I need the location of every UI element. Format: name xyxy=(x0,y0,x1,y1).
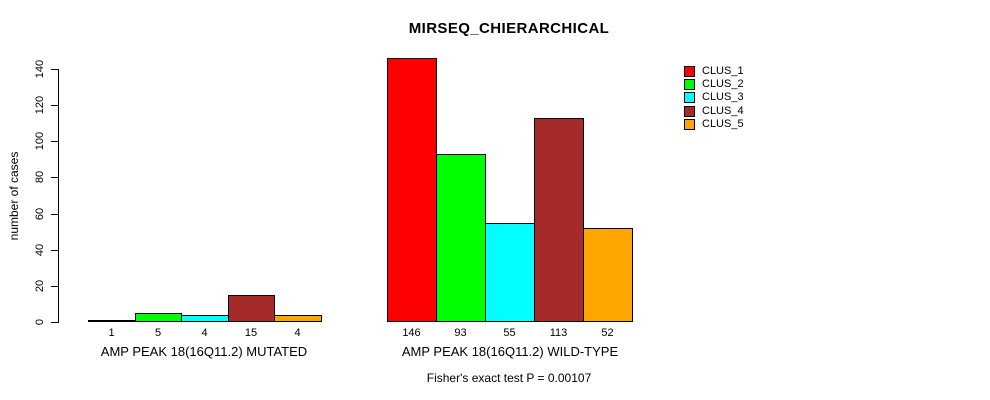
legend-swatch-clus_1 xyxy=(684,66,695,77)
bar-clus_2-group1 xyxy=(135,313,182,322)
y-tick-label: 20 xyxy=(34,279,46,293)
legend-swatch-clus_3 xyxy=(684,92,695,103)
bar-clus_3-group1 xyxy=(181,315,229,322)
legend-label-clus_4: CLUS_4 xyxy=(702,105,744,117)
y-tick-label: 140 xyxy=(34,59,46,79)
bar-value-label: 93 xyxy=(454,327,467,339)
bar-value-label: 4 xyxy=(201,327,208,339)
legend-swatch-clus_4 xyxy=(684,106,695,117)
bar-clus_1-group2 xyxy=(387,58,437,322)
bar-clus_5-group1 xyxy=(274,315,322,322)
y-tick-mark xyxy=(51,177,58,178)
y-tick-mark xyxy=(51,322,58,323)
bar-clus_2-group2 xyxy=(436,154,486,322)
y-tick-label: 120 xyxy=(34,95,46,115)
bar-clus_4-group2 xyxy=(534,118,584,322)
legend-label-clus_2: CLUS_2 xyxy=(702,78,744,90)
y-tick-mark xyxy=(51,141,58,142)
legend-label-clus_5: CLUS_5 xyxy=(702,118,744,130)
y-tick-mark xyxy=(51,105,58,106)
bar-value-label: 5 xyxy=(154,327,162,339)
x-group-label: AMP PEAK 18(16Q11.2) WILD-TYPE xyxy=(401,344,619,359)
bar-value-label: 15 xyxy=(244,327,258,339)
bar-value-label: 55 xyxy=(503,327,516,339)
bar-value-label: 52 xyxy=(601,327,614,339)
legend-label-clus_1: CLUS_1 xyxy=(702,65,744,77)
y-tick-label: 80 xyxy=(34,170,46,184)
bar-value-label: 1 xyxy=(108,327,115,339)
bar-value-label: 146 xyxy=(402,327,421,339)
chart-title: MIRSEQ_CHIERARCHICAL xyxy=(408,20,610,37)
bar-value-label: 4 xyxy=(294,327,301,339)
y-tick-mark xyxy=(51,214,58,215)
y-axis-line xyxy=(58,69,59,323)
y-tick-label: 60 xyxy=(34,207,46,221)
y-tick-label: 0 xyxy=(34,318,46,326)
legend-swatch-clus_5 xyxy=(684,119,695,130)
y-tick-label: 100 xyxy=(34,131,46,151)
y-tick-label: 40 xyxy=(34,243,46,257)
bar-value-label: 113 xyxy=(549,327,568,339)
x-group-label: AMP PEAK 18(16Q11.2) MUTATED xyxy=(100,344,308,359)
legend-label-clus_3: CLUS_3 xyxy=(702,91,744,103)
fisher-test-annotation: Fisher's exact test P = 0.00107 xyxy=(426,371,592,385)
bar-clus_4-group1 xyxy=(228,295,275,322)
bar-clus_1-group1 xyxy=(88,320,136,322)
y-tick-mark xyxy=(51,286,58,287)
y-axis-title: number of cases xyxy=(7,151,21,241)
bar-clus_5-group2 xyxy=(583,228,633,322)
y-tick-mark xyxy=(51,250,58,251)
y-tick-mark xyxy=(51,69,58,70)
bar-clus_3-group2 xyxy=(485,223,535,322)
legend-swatch-clus_2 xyxy=(684,79,695,90)
